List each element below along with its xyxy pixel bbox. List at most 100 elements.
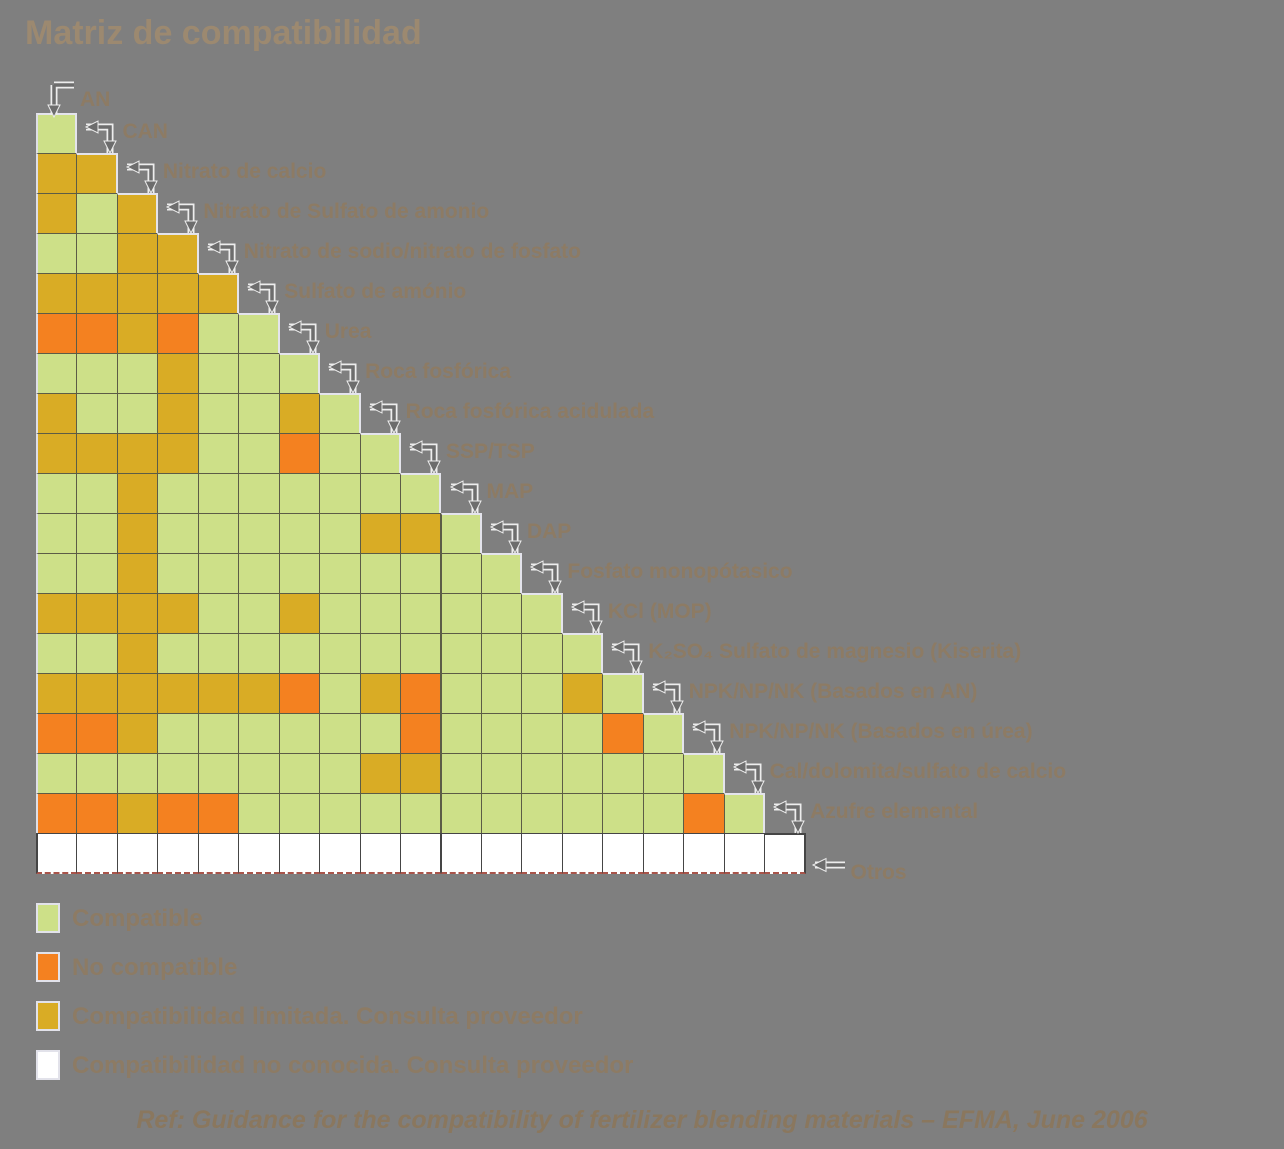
- matrix-cell: [76, 273, 118, 314]
- matrix-cell: [359, 713, 402, 754]
- reference-footer: Ref: Guidance for the compatibility of f…: [136, 1106, 1148, 1134]
- legend-swatch-yellow: [36, 1001, 60, 1031]
- matrix-cell: [36, 153, 78, 194]
- step-arrow-icon: [530, 560, 563, 595]
- diagonal-label: Azufre elemental: [810, 800, 979, 823]
- step-arrow-icon: [368, 400, 401, 435]
- matrix-cell: [76, 313, 118, 354]
- matrix-cell: [116, 753, 159, 794]
- matrix-cell: [36, 353, 78, 394]
- diagonal-label: Nitrato de Sulfato de amonio: [203, 200, 490, 223]
- matrix-cell: [319, 513, 361, 554]
- matrix-cell: [116, 553, 159, 594]
- matrix-cell: [561, 793, 604, 834]
- matrix-cell: [319, 593, 361, 634]
- step-arrow-icon: [125, 160, 158, 195]
- matrix-cell: [723, 833, 766, 874]
- matrix-cell: [116, 393, 159, 434]
- matrix-cell: [319, 833, 361, 874]
- matrix-cell: [359, 633, 402, 674]
- step-arrow-icon: [651, 680, 684, 715]
- matrix-cell: [238, 433, 280, 474]
- left-arrow-icon: [811, 857, 845, 873]
- matrix-cell: [36, 633, 78, 674]
- matrix-cell: [521, 633, 563, 674]
- matrix-cell: [602, 833, 644, 874]
- matrix-cell: [76, 513, 118, 554]
- matrix-cell: [400, 793, 442, 834]
- matrix-cell: [319, 673, 361, 714]
- matrix-cell: [440, 593, 482, 634]
- matrix-cell: [238, 393, 280, 434]
- matrix-cell: [480, 753, 523, 794]
- matrix-cell: [157, 753, 199, 794]
- matrix-cell: [480, 593, 523, 634]
- matrix-cell: [197, 473, 240, 514]
- matrix-cell: [400, 473, 442, 514]
- diagonal-label: DAP: [526, 520, 572, 543]
- matrix-cell: [197, 313, 240, 354]
- diagonal-label: MAP: [486, 480, 534, 503]
- matrix-cell: [157, 233, 199, 274]
- matrix-cell: [400, 593, 442, 634]
- diagonal-label: Cal/dolomita/sulfato de calcio: [769, 760, 1067, 783]
- step-arrow-icon: [247, 280, 280, 315]
- matrix-cell: [480, 713, 523, 754]
- matrix-cell: [278, 833, 321, 874]
- matrix-cell: [521, 673, 563, 714]
- matrix-cell: [116, 633, 159, 674]
- matrix-cell: [602, 713, 644, 754]
- matrix-cell: [76, 553, 118, 594]
- legend-swatch-white: [36, 1050, 60, 1080]
- matrix-cell: [561, 633, 604, 674]
- step-arrow-icon: [772, 800, 805, 835]
- matrix-cell: [440, 793, 482, 834]
- step-arrow-icon: [692, 720, 724, 755]
- matrix-cell: [359, 673, 402, 714]
- diagonal-label: Otros: [850, 861, 907, 884]
- matrix-cell: [400, 633, 442, 674]
- legend-label: Compatibilidad limitada. Consulta provee…: [72, 1003, 583, 1030]
- matrix-cell: [197, 713, 240, 754]
- matrix-cell: [238, 793, 280, 834]
- matrix-cell: [36, 233, 78, 274]
- matrix-cell: [278, 633, 321, 674]
- matrix-cell: [400, 713, 442, 754]
- matrix-cell: [480, 833, 523, 874]
- matrix-cell: [116, 313, 159, 354]
- matrix-cell: [278, 393, 321, 434]
- matrix-cell: [359, 793, 402, 834]
- step-arrow-icon: [449, 480, 482, 515]
- matrix-cell: [521, 713, 563, 754]
- matrix-cell: [359, 473, 402, 514]
- matrix-cell: [197, 673, 240, 714]
- matrix-cell: [561, 753, 604, 794]
- matrix-cell: [440, 673, 482, 714]
- matrix-cell: [238, 633, 280, 674]
- matrix-cell: [76, 673, 118, 714]
- matrix-cell: [723, 793, 766, 834]
- matrix-cell: [116, 593, 159, 634]
- step-arrow-icon: [206, 240, 239, 275]
- matrix-cell: [319, 713, 361, 754]
- matrix-cell: [157, 673, 199, 714]
- matrix-cell: [238, 473, 280, 514]
- step-arrow-icon: [732, 760, 765, 795]
- matrix-cell: [157, 833, 199, 874]
- matrix-cell: [157, 393, 199, 434]
- matrix-cell: [116, 193, 159, 234]
- matrix-cell: [36, 593, 78, 634]
- matrix-cell: [683, 793, 725, 834]
- matrix-cell: [561, 833, 604, 874]
- matrix-cell: [278, 353, 321, 394]
- matrix-cell: [319, 433, 361, 474]
- matrix-cell: [116, 793, 159, 834]
- matrix-cell: [561, 673, 604, 714]
- matrix-cell: [440, 553, 482, 594]
- matrix-cell: [116, 513, 159, 554]
- matrix-cell: [238, 833, 280, 874]
- matrix-cell: [278, 673, 321, 714]
- legend-label: Compatibilidad no conocida. Consulta pro…: [72, 1052, 634, 1079]
- matrix-cell: [642, 753, 685, 794]
